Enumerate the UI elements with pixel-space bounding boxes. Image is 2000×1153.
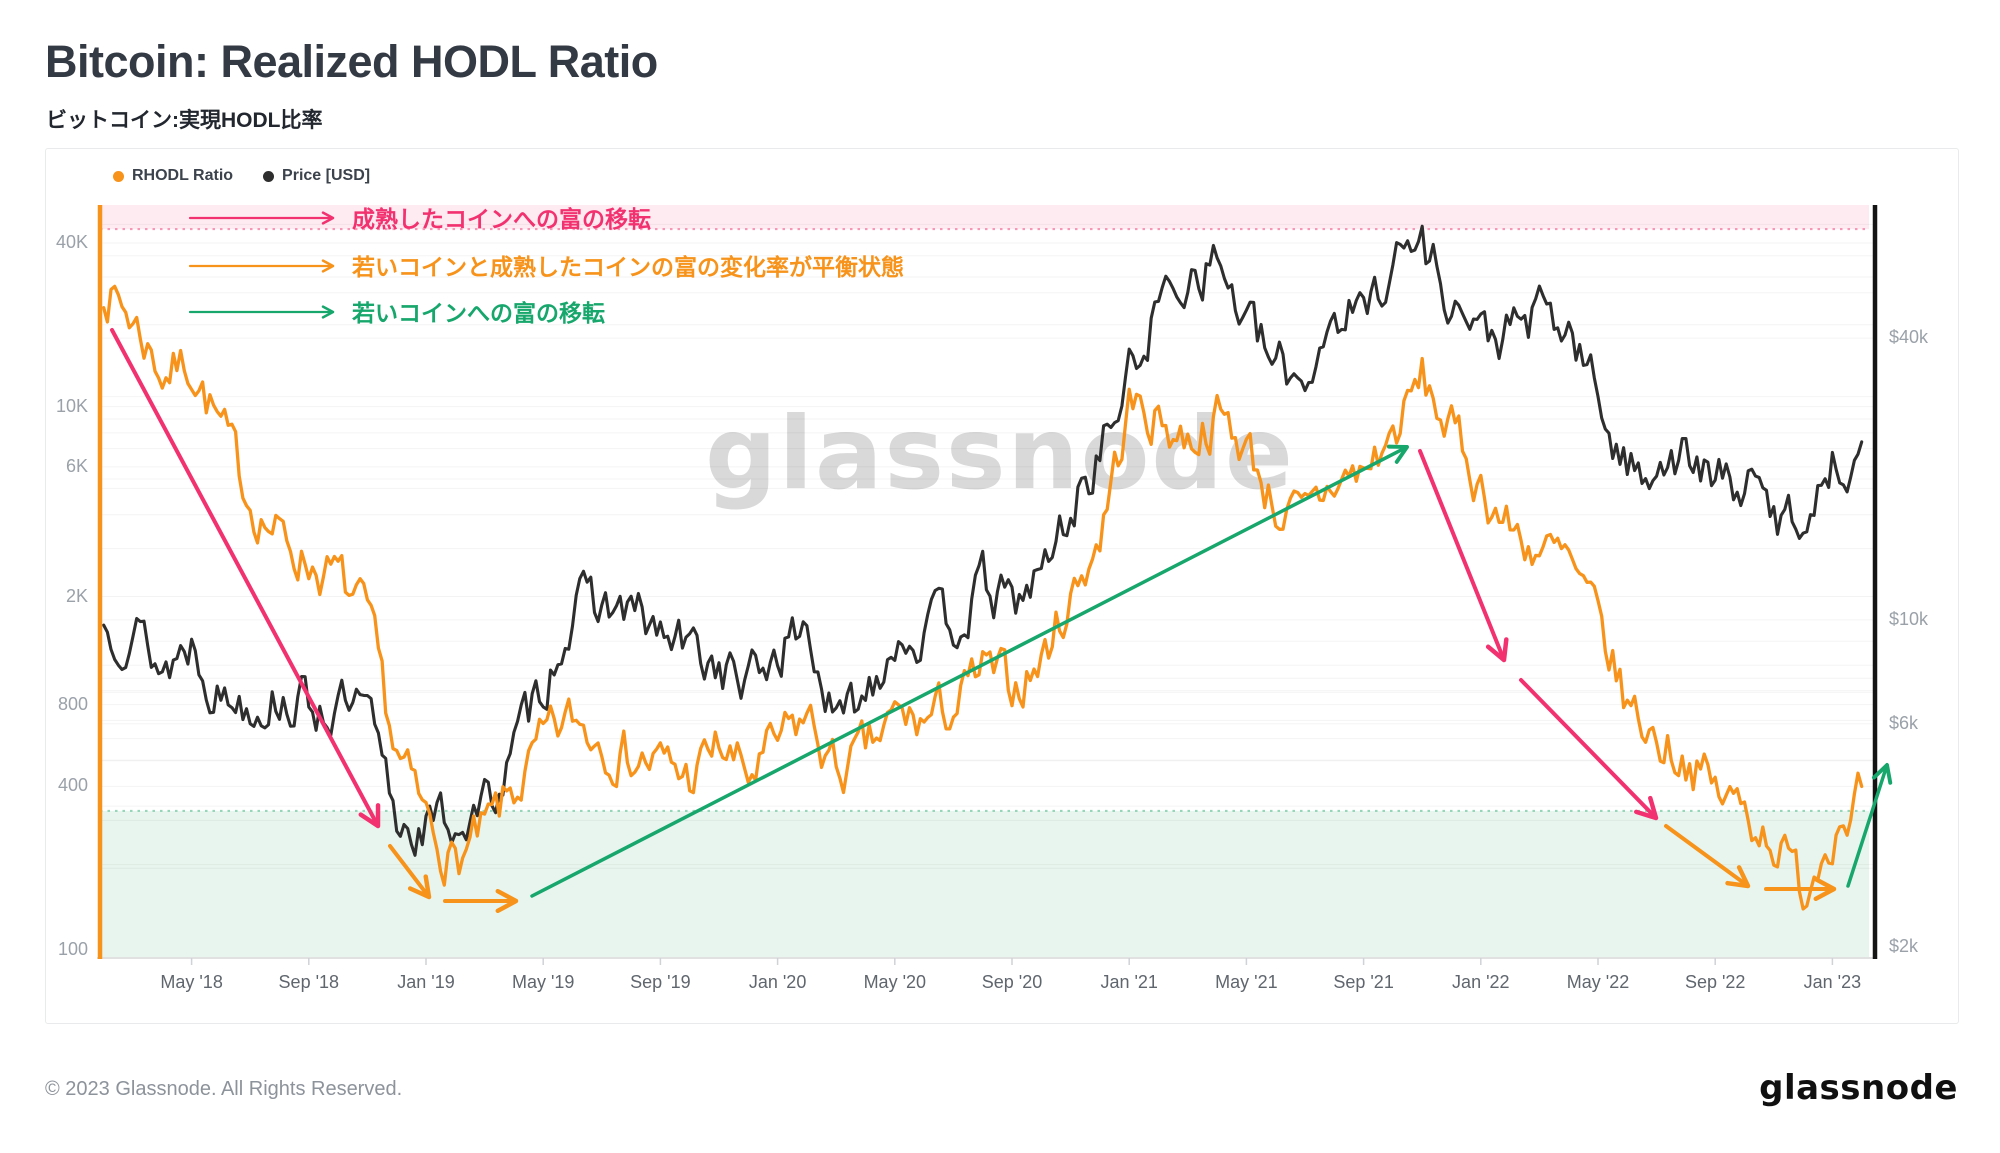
annotation-arrow — [1664, 824, 1751, 889]
x-axis — [97, 957, 1875, 965]
annotation-arrows — [110, 211, 1893, 914]
legend-marker-price-icon — [263, 170, 275, 182]
annotation-young-coins: 若いコインへの富の移転 — [352, 300, 605, 326]
x-axis-tick: Sep '22 — [1684, 972, 1746, 992]
page-subtitle: ビットコイン:実現HODL比率 — [46, 109, 323, 132]
y-axis-tick-right: $10k — [1889, 608, 1929, 629]
chart-legend: RHODL Ratio Price [USD] — [113, 167, 370, 185]
y-axis-tick-right: $40k — [1889, 327, 1929, 348]
series-lines — [102, 224, 1864, 911]
annotation-mature-coins: 成熟したコインへの富の移転 — [352, 206, 651, 232]
gridlines — [100, 223, 1875, 869]
annotation-equilibrium: 若いコインと成熟したコインの富の変化率が平衡状態 — [352, 254, 904, 280]
y-axis-tick-right: $6k — [1889, 712, 1919, 733]
annotation-arrow — [110, 328, 381, 829]
y-axis-tick-left: 40K — [55, 232, 88, 253]
y-axis-tick-left: 6K — [65, 455, 88, 476]
x-axis-tick: Jan '23 — [1803, 972, 1862, 992]
legend-item-rhodl[interactable]: RHODL Ratio — [113, 167, 233, 185]
glassnode-logo: glassnode — [1759, 1068, 1958, 1108]
y-axis-tick-left: 10K — [55, 395, 88, 416]
x-axis-tick: Sep '20 — [981, 972, 1043, 992]
y-axis-tick-left: 400 — [57, 775, 88, 796]
x-axis-tick: Sep '21 — [1333, 972, 1394, 992]
annotation-arrow — [530, 444, 1409, 898]
x-axis-tick: Jan '20 — [748, 972, 807, 992]
price-line — [102, 224, 1864, 857]
legend-item-price[interactable]: Price [USD] — [263, 167, 370, 185]
x-axis-tick: May '19 — [511, 972, 575, 992]
y-axis-tick-left: 100 — [57, 939, 88, 959]
x-axis-tick: Sep '18 — [278, 972, 340, 992]
x-axis-tick: May '18 — [160, 972, 223, 992]
y-axis-tick-right: $2k — [1889, 936, 1919, 956]
axis-spines — [97, 205, 1878, 959]
annotation-arrow — [388, 844, 432, 900]
rhodl-line — [102, 284, 1864, 911]
y-axis-tick-left: 800 — [57, 693, 88, 714]
footer-copyright: © 2023 Glassnode. All Rights Reserved. — [45, 1078, 403, 1100]
legend-label-rhodl: RHODL Ratio — [132, 167, 234, 184]
legend-label-price: Price [USD] — [282, 167, 371, 184]
page-title: Bitcoin: Realized HODL Ratio — [45, 36, 658, 87]
legend-marker-rhodl-icon — [113, 170, 124, 182]
annotation-arrow — [1418, 449, 1509, 663]
x-axis-tick: Sep '19 — [630, 972, 691, 992]
x-axis-tick: Jan '19 — [397, 972, 455, 992]
x-axis-tick: May '21 — [1215, 972, 1278, 992]
threshold-bands — [100, 205, 1869, 957]
x-axis-tick: May '22 — [1566, 972, 1630, 992]
annotation-arrow — [1846, 763, 1893, 888]
y-axis-tick-left: 2K — [65, 585, 88, 606]
wealth-transfer-to-mature-coins — [100, 205, 1869, 230]
x-axis-tick: Jan '21 — [1100, 972, 1158, 992]
wealth-transfer-to-young-coins — [100, 810, 1869, 957]
x-axis-tick: Jan '22 — [1452, 972, 1510, 992]
x-axis-tick: May '20 — [863, 972, 927, 992]
annotation-arrow — [1519, 678, 1659, 821]
